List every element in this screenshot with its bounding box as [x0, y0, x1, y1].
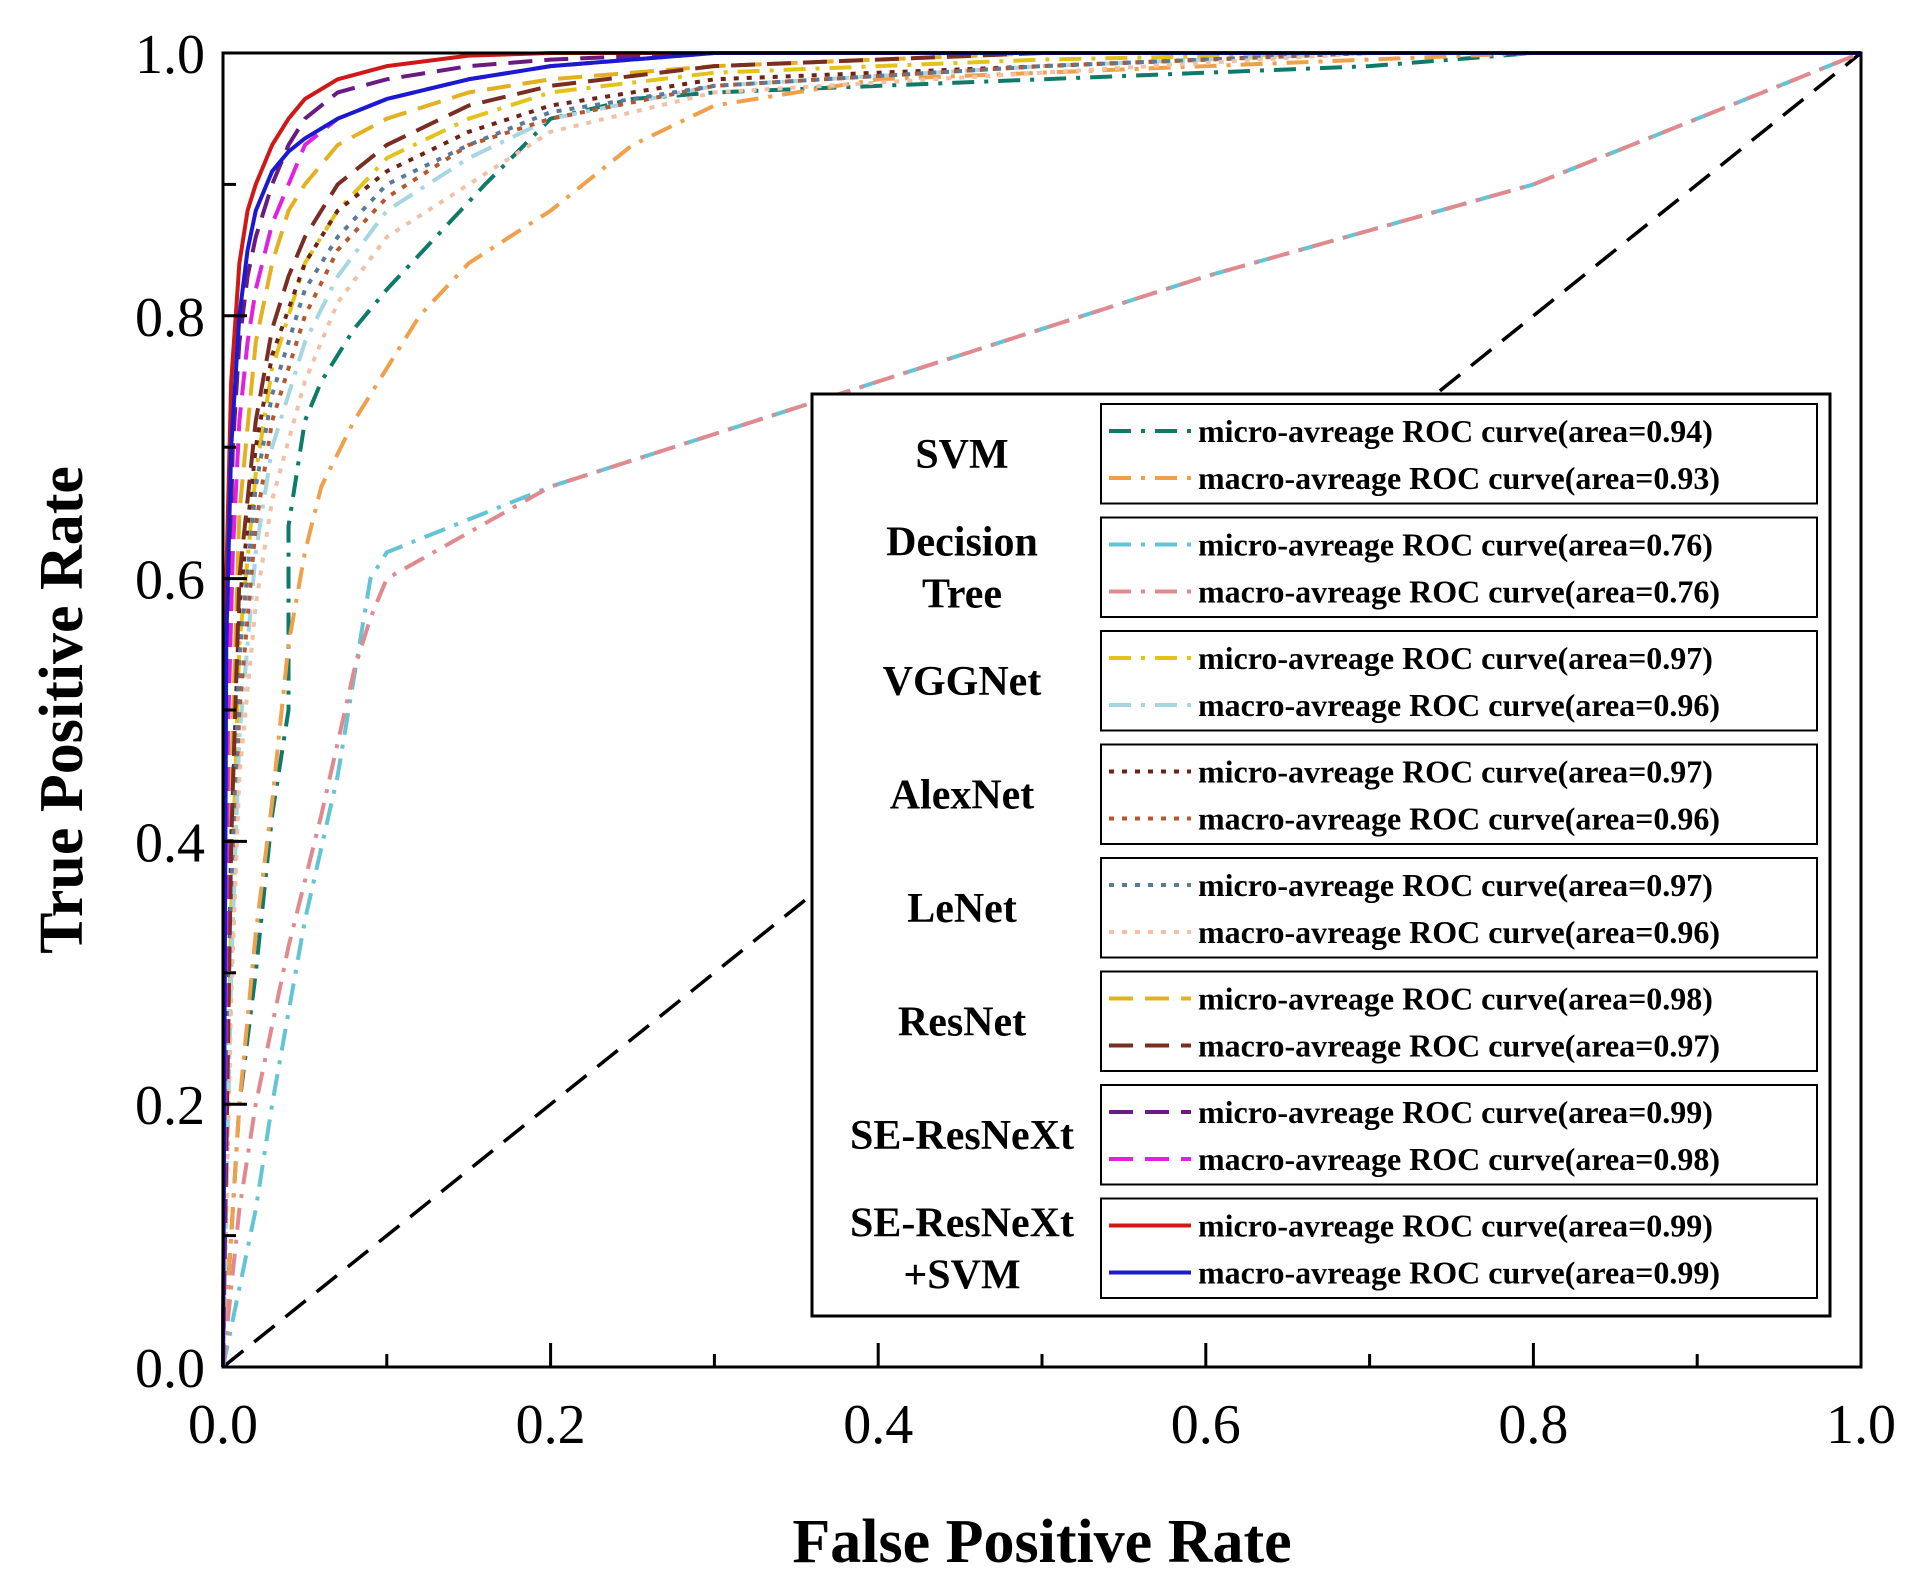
legend-entry-label: macro-avreage ROC curve(area=0.93) [1198, 460, 1720, 496]
legend-model-name: VGGNet [883, 659, 1042, 705]
x-tick-label: 0.6 [1171, 1394, 1241, 1456]
legend-group-box [1100, 516, 1818, 618]
legend-entry-label: micro-avreage ROC curve(area=0.99) [1198, 1094, 1713, 1130]
legend-model-name: SE-ResNeXt [850, 1113, 1074, 1159]
legend-entry-label: micro-avreage ROC curve(area=0.97) [1198, 754, 1713, 790]
y-tick-label: 0.2 [135, 1075, 205, 1137]
y-axis-ticks: 0.0 0.2 0.4 0.6 0.8 1.0 [135, 24, 247, 1400]
y-tick-label: 1.0 [135, 24, 205, 86]
x-tick-label: 0.2 [516, 1394, 586, 1456]
legend-group-box [1100, 970, 1818, 1072]
roc-curve-6-macro [221, 51, 1861, 1368]
roc-curve-7-macro [221, 51, 1861, 1368]
legend-group-box [1100, 1084, 1818, 1186]
roc-curve-0-micro [221, 51, 1861, 1368]
legend-entry-label: macro-avreage ROC curve(area=0.96) [1198, 687, 1720, 723]
legend-group-box [1100, 1197, 1818, 1299]
roc-curve-5-micro [221, 51, 1861, 1368]
roc-curve-0-macro [221, 51, 1861, 1368]
roc-curve-2-macro [221, 51, 1861, 1368]
x-tick-label: 0.4 [843, 1394, 913, 1456]
legend-model-name: ResNet [898, 999, 1026, 1045]
legend-entry-label: macro-avreage ROC curve(area=0.96) [1198, 914, 1720, 950]
x-axis-ticks: 0.0 0.2 0.4 0.6 0.8 1.0 [188, 1343, 1896, 1456]
y-tick-label: 0.8 [135, 287, 205, 349]
roc-curve-1-micro [221, 51, 1862, 1368]
x-axis-title: False Positive Rate [792, 1508, 1291, 1576]
legend-entry-label: micro-avreage ROC curve(area=0.98) [1198, 981, 1713, 1017]
legend-entry-label: micro-avreage ROC curve(area=0.76) [1198, 527, 1713, 563]
roc-curve-4-macro [221, 51, 1861, 1368]
y-tick-label: 0.4 [135, 812, 205, 874]
roc-curve-2-micro [221, 51, 1861, 1368]
legend-entry-label: micro-avreage ROC curve(area=0.99) [1198, 1208, 1713, 1244]
legend-group-box [1100, 857, 1818, 959]
legend-entry-label: micro-avreage ROC curve(area=0.97) [1198, 867, 1713, 903]
legend-entry-label: macro-avreage ROC curve(area=0.76) [1198, 574, 1720, 610]
roc-curve-4-micro [221, 51, 1861, 1368]
legend-entry-label: micro-avreage ROC curve(area=0.97) [1198, 640, 1713, 676]
legend-group-box [1100, 743, 1818, 845]
legend-entry-label: macro-avreage ROC curve(area=0.97) [1198, 1028, 1720, 1064]
legend-model-name: Decision [886, 519, 1038, 565]
x-tick-label: 1.0 [1826, 1394, 1896, 1456]
roc-curve-1-macro [221, 51, 1862, 1368]
legend-group-box [1100, 403, 1818, 505]
legend-model-name: SVM [915, 432, 1008, 478]
legend-entry-label: micro-avreage ROC curve(area=0.94) [1198, 413, 1713, 449]
x-tick-label: 0.8 [1498, 1394, 1568, 1456]
roc-curve-5-macro [221, 51, 1861, 1368]
y-axis-title: True Positive Rate [28, 466, 96, 954]
legend-entry-label: macro-avreage ROC curve(area=0.96) [1198, 801, 1720, 837]
y-tick-label: 0.0 [135, 1338, 205, 1400]
legend-model-name: AlexNet [890, 772, 1035, 818]
legend-model-name: Tree [922, 571, 1002, 617]
x-tick-label: 0.0 [188, 1394, 258, 1456]
legend-group-box [1100, 630, 1818, 732]
legend: SVM micro-avreage ROC curve(area=0.94) mac… [810, 392, 1832, 1318]
legend-box [810, 392, 1832, 1318]
y-tick-label: 0.6 [135, 550, 205, 612]
legend-model-name: LeNet [907, 886, 1017, 932]
roc-curve-7-micro [221, 51, 1861, 1368]
legend-entry-label: macro-avreage ROC curve(area=0.98) [1198, 1141, 1720, 1177]
legend-entry-label: macro-avreage ROC curve(area=0.99) [1198, 1255, 1720, 1291]
legend-model-name: SE-ResNeXt [850, 1200, 1074, 1246]
legend-model-name: +SVM [903, 1252, 1020, 1298]
